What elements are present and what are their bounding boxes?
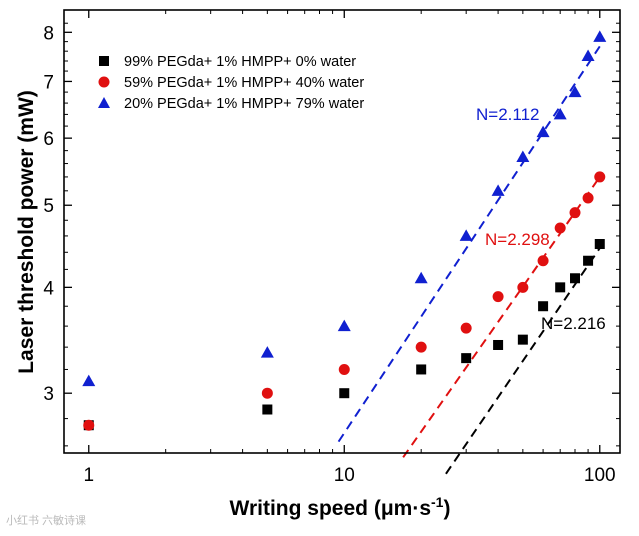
y-tick-label: 5 — [43, 196, 54, 217]
data-point-triangle — [491, 184, 505, 196]
fit-label-red: N=2.298 — [485, 230, 550, 249]
watermark: 小红书 六敏诗课 — [6, 513, 86, 527]
data-point-circle — [83, 419, 95, 431]
legend-label-series-3: 20% PEGda+ 1% HMPP+ 79% water — [124, 96, 364, 112]
data-point-square — [416, 364, 427, 375]
data-point-square — [461, 353, 472, 364]
data-point-triangle — [459, 229, 473, 241]
x-tick-label: 10 — [334, 465, 355, 486]
data-point-circle — [569, 207, 581, 219]
y-tick-label: 6 — [43, 129, 54, 150]
data-point-square — [517, 334, 528, 345]
x-tick-label: 1 — [83, 465, 94, 486]
data-point-square — [583, 255, 594, 266]
legend-marker-triangle — [98, 97, 110, 108]
y-tick-label: 4 — [43, 278, 54, 299]
fit-line-circle — [402, 176, 601, 458]
data-point-square — [555, 282, 566, 293]
x-tick-label: 100 — [584, 465, 616, 486]
plot-frame — [63, 9, 621, 454]
data-point-square — [339, 388, 350, 399]
fit-line-square — [445, 247, 601, 475]
data-point-square — [594, 239, 605, 250]
data-point-circle — [517, 281, 529, 293]
legend-marker-square — [99, 56, 109, 66]
legend-marker-circle — [98, 76, 110, 88]
data-point-triangle — [414, 271, 428, 284]
data-point-square — [538, 301, 549, 312]
data-points — [82, 30, 607, 431]
y-tick-label: 8 — [43, 23, 54, 44]
legend-label-series-1: 99% PEGda+ 1% HMPP+ 0% water — [124, 54, 356, 70]
data-point-triangle — [337, 319, 351, 332]
legend: 99% PEGda+ 1% HMPP+ 0% water 59% PEGda+ … — [98, 54, 364, 112]
data-point-triangle — [536, 125, 550, 138]
y-axis-title: Laser threshold power (mW) — [15, 90, 38, 374]
data-point-circle — [415, 341, 427, 353]
data-point-triangle — [553, 107, 567, 120]
data-point-triangle — [568, 85, 582, 98]
data-point-square — [493, 339, 504, 350]
data-point-triangle — [516, 150, 530, 163]
data-point-triangle — [593, 30, 607, 42]
data-point-triangle — [82, 374, 96, 387]
data-point-circle — [594, 171, 606, 183]
data-point-square — [262, 404, 273, 415]
data-point-circle — [338, 363, 350, 375]
fit-label-blue: N=2.112 — [476, 105, 539, 124]
data-point-circle — [261, 387, 273, 399]
y-tick-label: 3 — [43, 384, 54, 405]
fit-line-triangle — [337, 45, 601, 443]
legend-label-series-2: 59% PEGda+ 1% HMPP+ 40% water — [124, 75, 364, 91]
data-point-triangle — [581, 49, 595, 62]
data-point-circle — [492, 291, 504, 303]
fit-lines — [337, 45, 601, 475]
data-point-triangle — [260, 346, 274, 358]
tick-labels: 1 10 100 3 4 5 6 7 8 — [43, 23, 615, 486]
data-point-circle — [582, 192, 594, 204]
data-point-circle — [460, 322, 472, 334]
y-tick-label: 7 — [43, 72, 54, 93]
x-axis-title: Writing speed (μm·s-1) — [230, 494, 451, 520]
data-point-circle — [537, 255, 549, 267]
data-point-circle — [554, 222, 566, 234]
fit-label-black: N=2.216 — [541, 314, 606, 333]
data-point-square — [570, 273, 581, 284]
